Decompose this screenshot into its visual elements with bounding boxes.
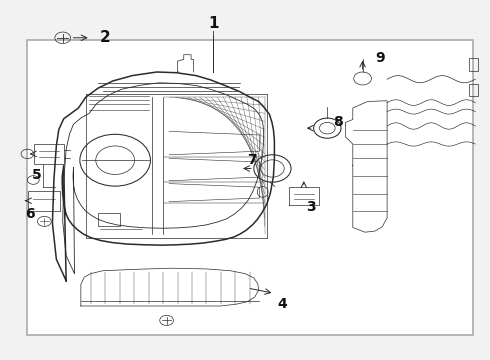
Text: 8: 8 bbox=[333, 116, 343, 129]
Text: 6: 6 bbox=[25, 207, 35, 221]
Text: 2: 2 bbox=[100, 30, 111, 45]
Text: 3: 3 bbox=[306, 200, 316, 214]
Text: 7: 7 bbox=[247, 153, 257, 167]
Text: 1: 1 bbox=[208, 16, 219, 31]
Text: 4: 4 bbox=[277, 297, 287, 311]
Text: 9: 9 bbox=[375, 51, 385, 64]
FancyBboxPatch shape bbox=[27, 40, 473, 335]
Text: 5: 5 bbox=[32, 168, 42, 181]
